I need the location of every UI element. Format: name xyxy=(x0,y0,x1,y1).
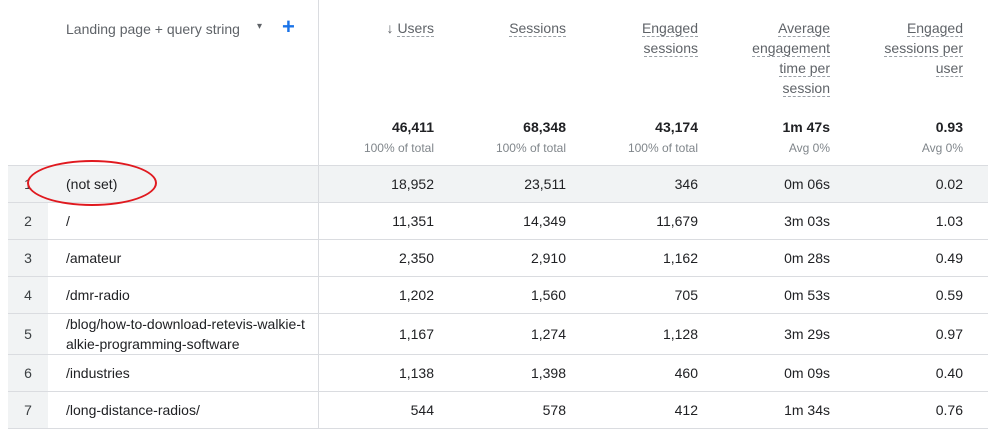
col-header-users[interactable]: ↓ Users 46,411 100% of total xyxy=(338,0,434,165)
table-row[interactable]: 7 /long-distance-radios/ 544 578 412 1m … xyxy=(8,392,988,429)
row-number: 7 xyxy=(8,392,48,428)
metric-name-line: user xyxy=(935,60,963,77)
avg-engagement-cell: 0m 28s xyxy=(784,250,830,266)
users-cell: 1,138 xyxy=(398,365,434,381)
avg-engagement-cell: 1m 34s xyxy=(784,402,830,418)
report-table: Landing page + query string ▾ + ↓ Users 4… xyxy=(8,0,988,429)
landing-page-cell[interactable]: /industries xyxy=(66,365,130,381)
engaged-sessions-cell: 346 xyxy=(674,176,698,192)
metric-name-sessions[interactable]: Sessions xyxy=(509,20,566,37)
landing-page-cell[interactable]: / xyxy=(66,213,70,229)
engaged-per-user-cell: 0.49 xyxy=(935,250,963,266)
column-divider xyxy=(318,392,319,428)
engaged-sessions-cell: 705 xyxy=(674,287,698,303)
column-divider xyxy=(318,240,319,276)
col-header-avg-engagement[interactable]: Average engagement time per session 1m 4… xyxy=(708,0,830,165)
table-body: 1 (not set) 18,952 23,511 346 0m 06s 0.0… xyxy=(8,166,988,429)
total-sessions: 68,348 xyxy=(523,119,566,135)
sessions-cell: 14,349 xyxy=(523,213,566,229)
sessions-cell: 1,398 xyxy=(530,365,566,381)
engaged-sessions-cell: 1,128 xyxy=(662,326,698,342)
users-cell: 544 xyxy=(410,402,434,418)
column-divider xyxy=(318,314,319,354)
engaged-per-user-cell: 0.59 xyxy=(935,287,963,303)
row-number: 3 xyxy=(8,240,48,276)
landing-page-cell[interactable]: (not set) xyxy=(66,176,118,192)
col-header-engaged-sessions[interactable]: Engaged sessions 43,174 100% of total xyxy=(580,0,698,165)
col-header-engaged-per-user[interactable]: Engaged sessions per user 0.93 Avg 0% xyxy=(848,0,963,165)
dimension-selector[interactable]: Landing page + query string xyxy=(66,21,240,37)
avg-engagement-cell: 0m 06s xyxy=(784,176,830,192)
users-cell: 1,167 xyxy=(398,326,434,342)
metric-name-line: sessions per xyxy=(884,40,963,57)
dimension-header: Landing page + query string ▾ + xyxy=(8,0,319,165)
table-row[interactable]: 3 /amateur 2,350 2,910 1,162 0m 28s 0.49 xyxy=(8,240,988,277)
metric-name-line: session xyxy=(782,80,830,97)
avg-engagement-cell: 0m 09s xyxy=(784,365,830,381)
metric-name-line: time per xyxy=(779,60,830,77)
metric-name-line: engagement xyxy=(752,40,830,57)
sessions-cell: 2,910 xyxy=(530,250,566,266)
avg-engagement-cell: 0m 53s xyxy=(784,287,830,303)
pct-engaged-per-user: Avg 0% xyxy=(921,141,963,155)
add-dimension-icon[interactable]: + xyxy=(282,14,295,39)
row-number: 5 xyxy=(8,314,48,354)
sort-descending-icon: ↓ xyxy=(386,20,394,36)
table-row[interactable]: 2 / 11,351 14,349 11,679 3m 03s 1.03 xyxy=(8,203,988,240)
table-header: Landing page + query string ▾ + ↓ Users 4… xyxy=(8,0,988,166)
landing-page-cell[interactable]: /long-distance-radios/ xyxy=(66,402,200,418)
engaged-sessions-cell: 460 xyxy=(674,365,698,381)
users-cell: 2,350 xyxy=(398,250,434,266)
metric-name-line: Engaged xyxy=(906,20,963,37)
column-divider xyxy=(318,277,319,313)
row-number: 1 xyxy=(8,166,48,202)
row-number: 2 xyxy=(8,203,48,239)
landing-page-cell[interactable]: /dmr-radio xyxy=(66,287,130,303)
metric-name-line: sessions xyxy=(643,40,698,57)
engaged-per-user-cell: 0.97 xyxy=(935,326,963,342)
total-users: 46,411 xyxy=(391,119,434,135)
table-row[interactable]: 1 (not set) 18,952 23,511 346 0m 06s 0.0… xyxy=(8,166,988,203)
dropdown-caret-icon[interactable]: ▾ xyxy=(257,21,263,32)
avg-engagement-cell: 3m 03s xyxy=(784,213,830,229)
column-divider xyxy=(318,166,319,202)
engaged-sessions-cell: 11,679 xyxy=(656,213,698,229)
metric-name-line: Engaged xyxy=(641,20,698,37)
landing-page-cell[interactable]: /blog/how-to-download-retevis-walkie-tal… xyxy=(66,316,305,352)
row-number: 4 xyxy=(8,277,48,313)
landing-page-cell[interactable]: /amateur xyxy=(66,250,122,266)
pct-users: 100% of total xyxy=(363,141,434,155)
total-engaged-per-user: 0.93 xyxy=(935,119,963,135)
engaged-per-user-cell: 1.03 xyxy=(935,213,963,229)
pct-avg-engagement: Avg 0% xyxy=(788,141,830,155)
metric-name-line: Average xyxy=(778,20,830,37)
pct-sessions: 100% of total xyxy=(495,141,566,155)
row-number: 6 xyxy=(8,355,48,391)
sessions-cell: 1,560 xyxy=(530,287,566,303)
col-header-sessions[interactable]: Sessions 68,348 100% of total xyxy=(448,0,566,165)
table-row[interactable]: 4 /dmr-radio 1,202 1,560 705 0m 53s 0.59 xyxy=(8,277,988,314)
sessions-cell: 23,511 xyxy=(524,176,566,192)
metric-name-users[interactable]: Users xyxy=(397,20,434,37)
table-row[interactable]: 5 /blog/how-to-download-retevis-walkie-t… xyxy=(8,314,988,355)
engaged-per-user-cell: 0.76 xyxy=(935,402,963,418)
engaged-sessions-cell: 1,162 xyxy=(662,250,698,266)
total-avg-engagement: 1m 47s xyxy=(782,119,830,135)
sessions-cell: 1,274 xyxy=(530,326,566,342)
total-engaged-sessions: 43,174 xyxy=(655,119,698,135)
users-cell: 1,202 xyxy=(398,287,434,303)
sessions-cell: 578 xyxy=(542,402,566,418)
users-cell: 11,351 xyxy=(392,213,434,229)
column-divider xyxy=(318,203,319,239)
engaged-sessions-cell: 412 xyxy=(674,402,698,418)
table-row[interactable]: 6 /industries 1,138 1,398 460 0m 09s 0.4… xyxy=(8,355,988,392)
avg-engagement-cell: 3m 29s xyxy=(784,326,830,342)
users-cell: 18,952 xyxy=(391,176,434,192)
pct-engaged-sessions: 100% of total xyxy=(627,141,698,155)
column-divider xyxy=(318,355,319,391)
engaged-per-user-cell: 0.40 xyxy=(935,365,963,381)
engaged-per-user-cell: 0.02 xyxy=(935,176,963,192)
